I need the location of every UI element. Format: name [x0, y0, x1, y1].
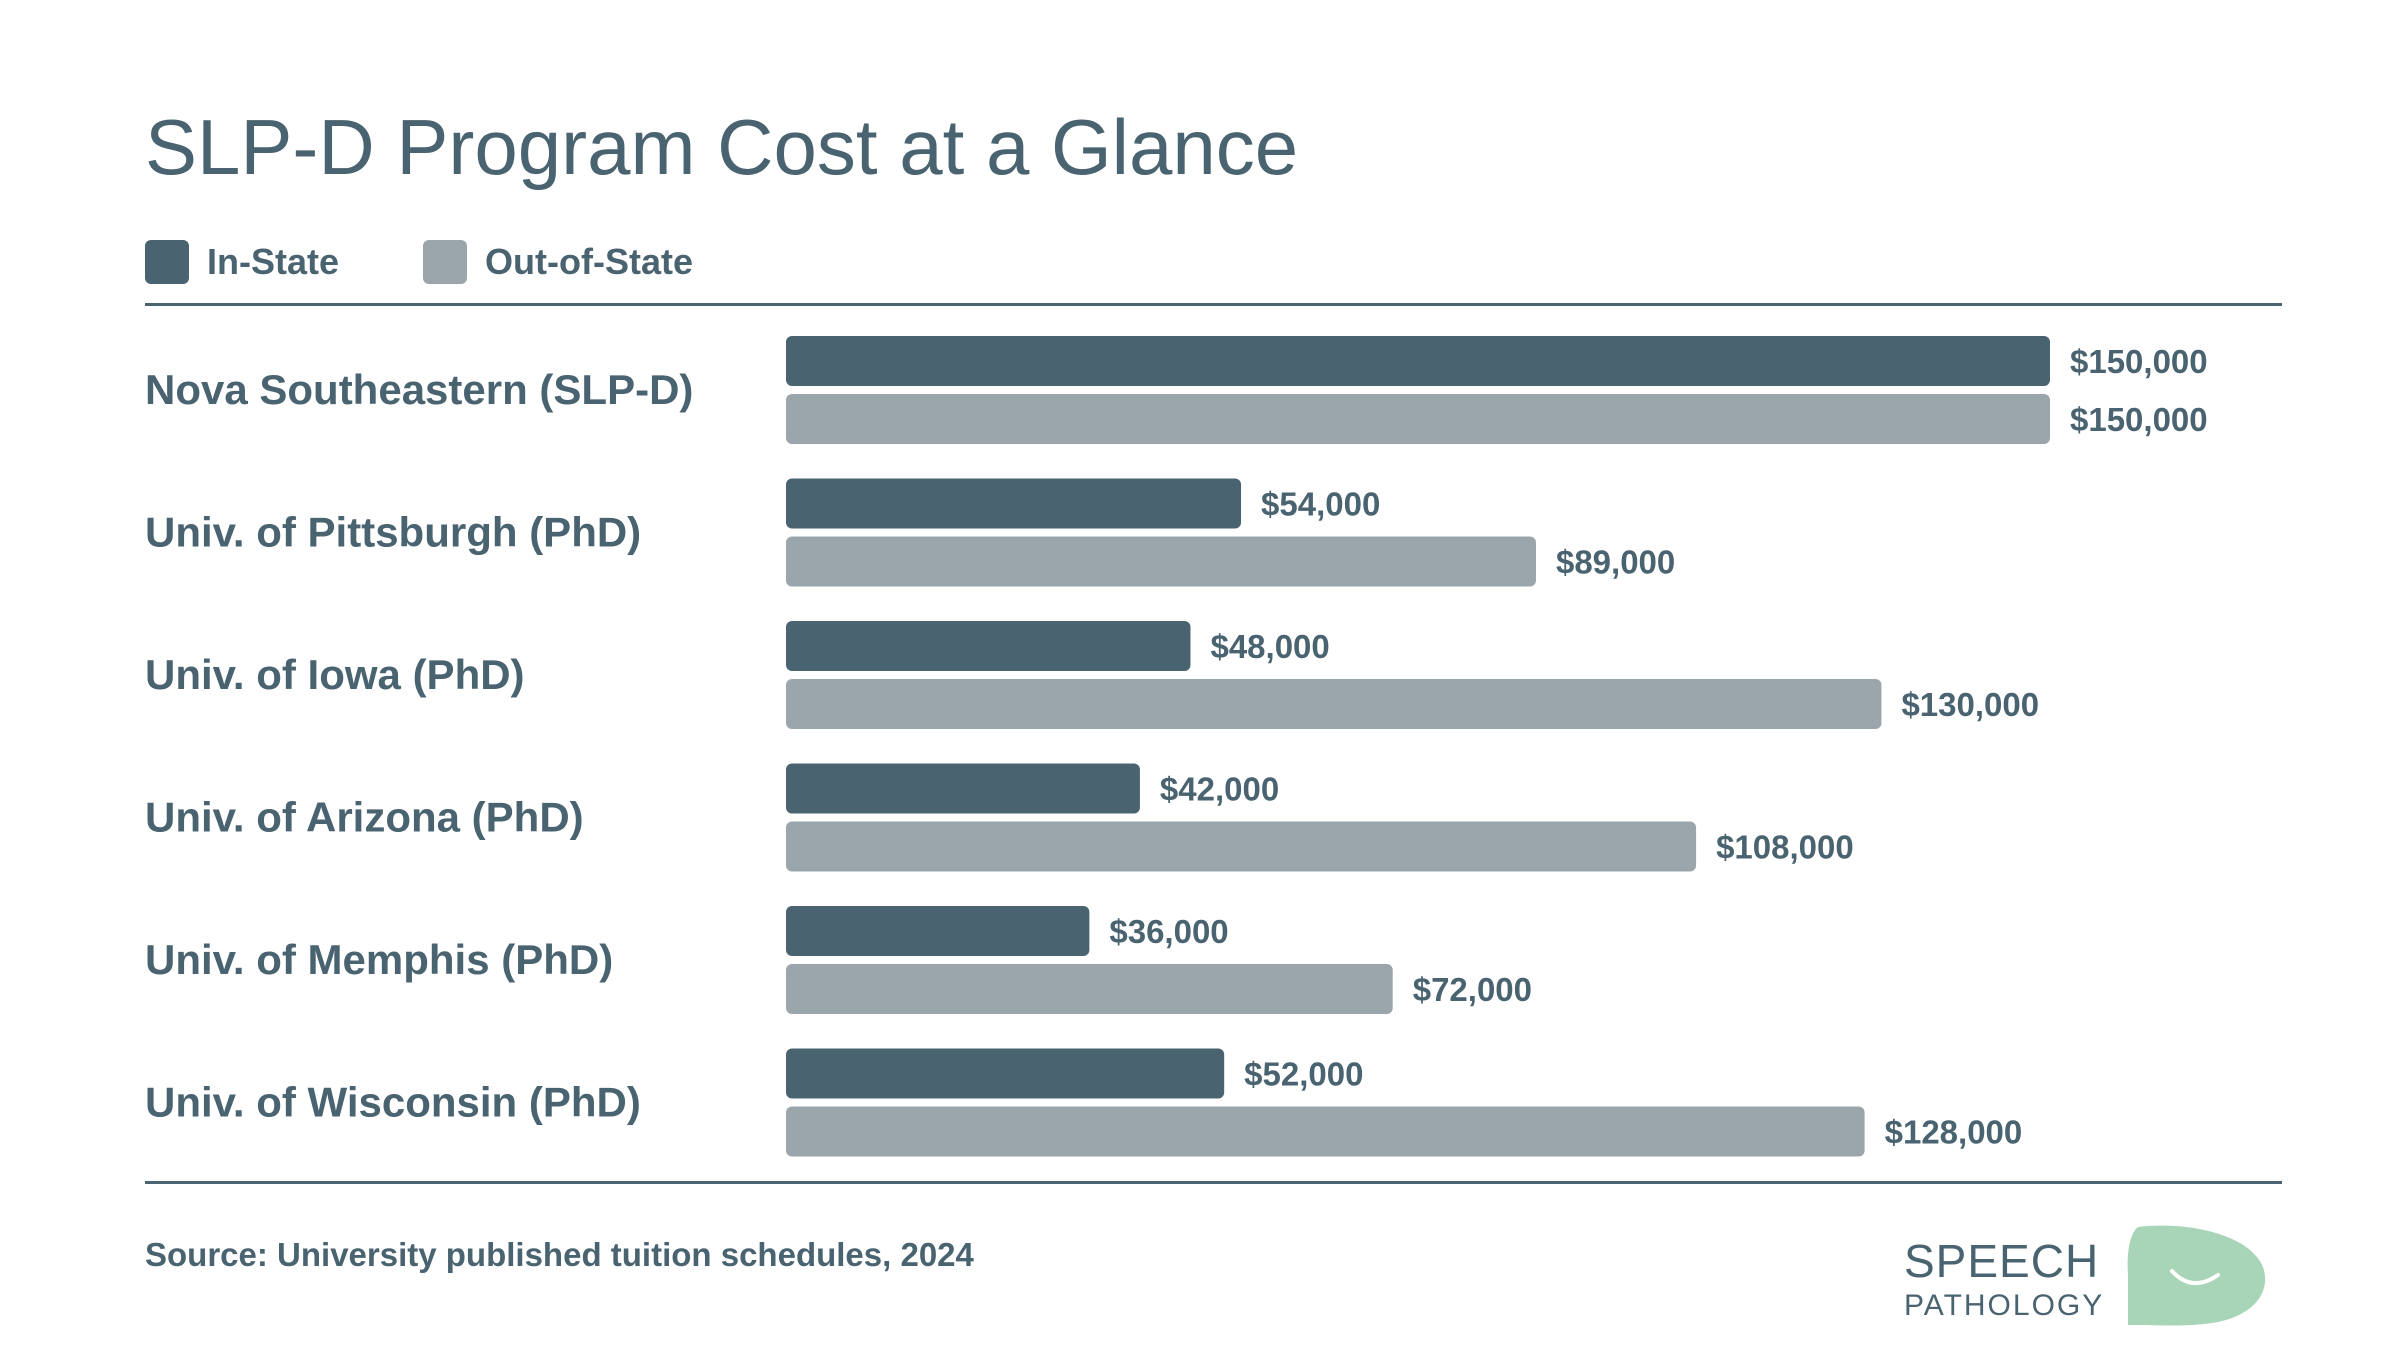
bar-in-state-univ-of-pittsburgh-phd [786, 478, 1242, 529]
bar-in-state-univ-of-arizona-phd [786, 763, 1140, 814]
chart-title: SLP-D Program Cost at a Glance [145, 103, 1299, 191]
logo-text-speech: SPEECH [1904, 1235, 2099, 1287]
legend-swatch-out-of-state [423, 240, 468, 284]
bar-out-of-state-univ-of-wisconsin-phd [786, 1106, 1865, 1157]
chart-legend: In-State Out-of-State [145, 236, 777, 288]
category-label-univ-of-wisconsin-phd: Univ. of Wisconsin (PhD) [145, 1079, 641, 1126]
bar-out-of-state-nova-southeastern-slp-d [786, 394, 2050, 444]
speech-bubble-icon [2127, 1225, 2266, 1326]
value-label-out-of-state-univ-of-pittsburgh-phd: $89,000 [1556, 544, 1675, 581]
value-label-in-state-univ-of-memphis-phd: $36,000 [1109, 913, 1228, 950]
source-note: Source: University published tuition sch… [145, 1236, 974, 1273]
value-label-out-of-state-univ-of-arizona-phd: $108,000 [1716, 829, 1854, 866]
value-label-in-state-univ-of-arizona-phd: $42,000 [1160, 771, 1279, 808]
bar-in-state-univ-of-wisconsin-phd [786, 1048, 1225, 1099]
legend-item-out-of-state: Out-of-State [423, 240, 693, 284]
bar-in-state-univ-of-iowa-phd [786, 621, 1191, 671]
bar-out-of-state-univ-of-pittsburgh-phd [786, 536, 1536, 587]
bar-in-state-univ-of-memphis-phd [786, 906, 1090, 956]
smile-mark [2170, 1269, 2220, 1285]
legend-swatch-in-state [145, 240, 189, 284]
legend-label-in-state: In-State [207, 241, 340, 282]
value-label-out-of-state-univ-of-iowa-phd: $130,000 [1901, 686, 2039, 723]
category-label-univ-of-pittsburgh-phd: Univ. of Pittsburgh (PhD) [145, 509, 641, 556]
value-label-out-of-state-univ-of-wisconsin-phd: $128,000 [1885, 1114, 2023, 1151]
value-label-in-state-univ-of-iowa-phd: $48,000 [1210, 628, 1329, 665]
bar-out-of-state-univ-of-iowa-phd [786, 679, 1882, 729]
value-label-out-of-state-nova-southeastern-slp-d: $150,000 [2070, 401, 2208, 438]
bar-chart: Nova Southeastern (SLP-D) $150,000 $150,00… [145, 336, 2208, 1157]
category-label-univ-of-iowa-phd: Univ. of Iowa (PhD) [145, 651, 525, 698]
bottom-divider [145, 1181, 2282, 1184]
legend-item-in-state: In-State [145, 240, 339, 284]
logo-text-pathology: PATHOLOGY [1904, 1289, 2104, 1322]
top-divider [145, 303, 2282, 306]
legend-label-out-of-state: Out-of-State [485, 241, 693, 282]
category-label-nova-southeastern-slp-d: Nova Southeastern (SLP-D) [145, 366, 693, 413]
bar-in-state-nova-southeastern-slp-d [786, 336, 2050, 386]
category-label-univ-of-memphis-phd: Univ. of Memphis (PhD) [145, 936, 613, 983]
bar-out-of-state-univ-of-arizona-phd [786, 821, 1697, 872]
speech-pathology-logo: SPEECH PATHOLOGY [1904, 1225, 2266, 1326]
value-label-in-state-univ-of-pittsburgh-phd: $54,000 [1261, 486, 1380, 523]
bar-out-of-state-univ-of-memphis-phd [786, 964, 1393, 1014]
value-label-in-state-univ-of-wisconsin-phd: $52,000 [1244, 1056, 1363, 1093]
value-label-out-of-state-univ-of-memphis-phd: $72,000 [1413, 971, 1532, 1008]
value-label-in-state-nova-southeastern-slp-d: $150,000 [2070, 343, 2208, 380]
category-label-univ-of-arizona-phd: Univ. of Arizona (PhD) [145, 794, 584, 841]
